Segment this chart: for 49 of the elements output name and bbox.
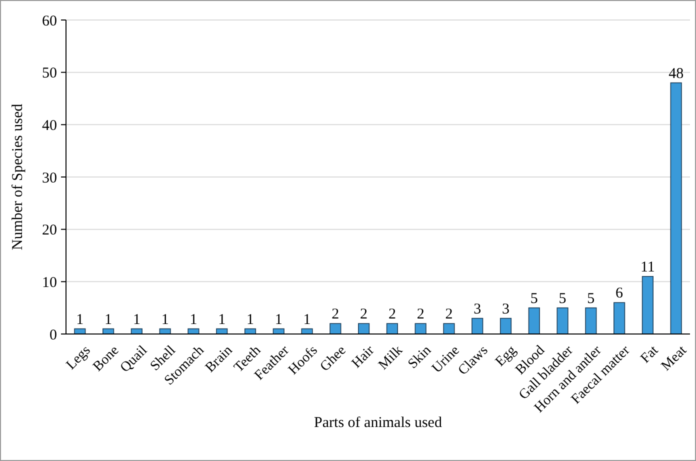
data-label: 1: [303, 312, 311, 328]
y-tick-label: 0: [50, 327, 57, 344]
bar: [614, 302, 626, 334]
data-label: 1: [76, 312, 84, 328]
data-label: 5: [530, 290, 538, 307]
x-tick-label: Legs: [64, 343, 94, 374]
bar: [443, 323, 455, 334]
y-tick-label: 50: [42, 66, 57, 82]
data-label: 6: [616, 286, 624, 302]
x-tick-label: Ghee: [318, 343, 350, 375]
bar: [386, 323, 398, 334]
data-label: 1: [274, 312, 282, 328]
bar: [585, 307, 597, 334]
x-axis-title: Parts of animals used: [314, 415, 442, 431]
data-label: 2: [445, 306, 453, 323]
y-tick-label: 60: [42, 13, 57, 30]
bar: [414, 323, 426, 334]
data-label: 1: [161, 312, 169, 328]
bar: [556, 307, 568, 334]
bar: [472, 318, 484, 334]
data-label: 2: [360, 306, 368, 323]
y-tick-label: 30: [42, 170, 57, 186]
bar: [500, 318, 512, 334]
data-label: 11: [640, 259, 655, 276]
bar: [642, 276, 654, 334]
data-label: 1: [190, 312, 198, 328]
data-label: 1: [246, 312, 254, 328]
y-tick-label: 10: [42, 274, 57, 291]
bar: [528, 307, 540, 334]
data-label: 1: [132, 312, 140, 328]
x-tick-label: Milk: [376, 343, 406, 374]
x-tick-label: Fat: [638, 343, 662, 366]
y-tick-label: 40: [42, 118, 57, 134]
data-label: 2: [388, 306, 396, 323]
y-axis-title: Number of Species used: [10, 103, 26, 250]
bar: [330, 323, 342, 334]
bar: [358, 323, 370, 334]
bar: [670, 82, 682, 334]
data-label: 3: [474, 301, 482, 318]
y-tick-label: 20: [42, 222, 57, 239]
data-label: 48: [668, 66, 684, 82]
data-label: 1: [104, 312, 112, 328]
data-label: 2: [332, 306, 340, 323]
data-label: 2: [416, 306, 424, 323]
data-label: 5: [587, 290, 595, 307]
x-tick-label: Hair: [349, 342, 378, 372]
data-label: 1: [218, 312, 226, 328]
data-label: 3: [502, 301, 510, 318]
data-label: 5: [558, 290, 566, 307]
